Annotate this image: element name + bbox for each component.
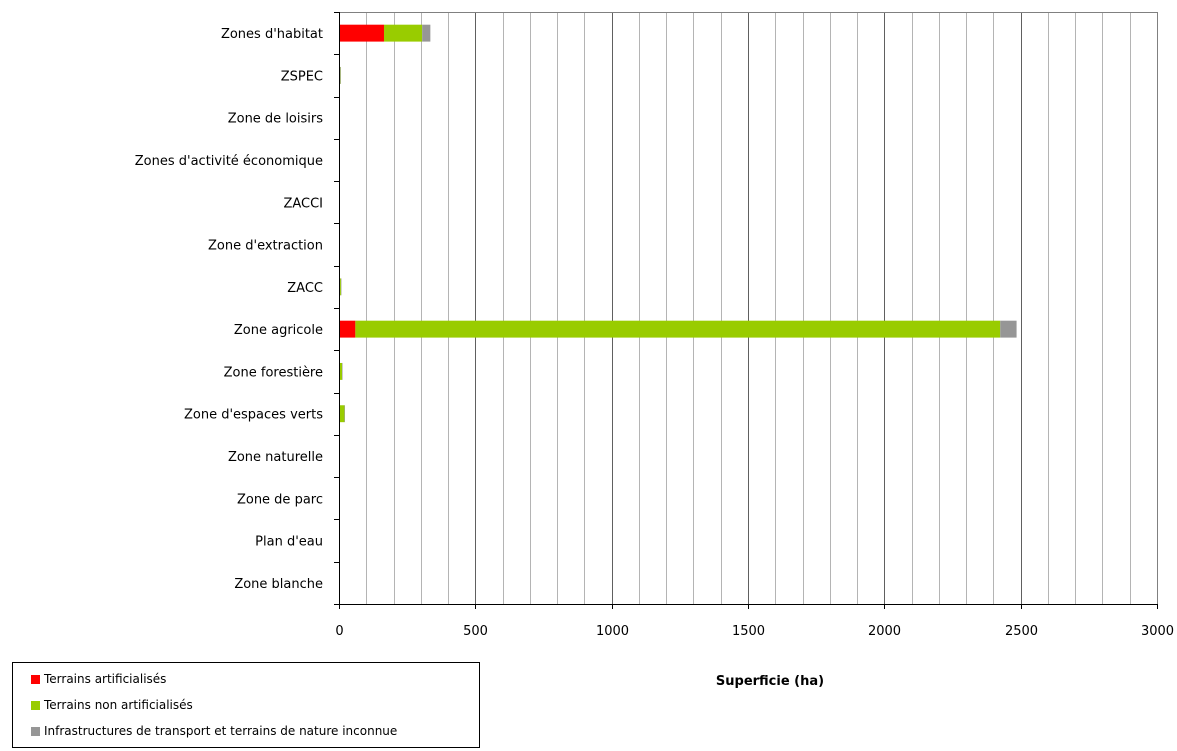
x-tick-label: 3000 — [1141, 624, 1174, 639]
x-tick-label: 1000 — [596, 624, 629, 639]
bar-segment — [339, 278, 341, 296]
x-tick-label: 0 — [335, 624, 343, 639]
legend-label: Infrastructures de transport et terrains… — [44, 724, 398, 738]
category-label: Zone d'extraction — [208, 239, 323, 254]
bar-segment — [341, 362, 343, 380]
gridlines — [366, 12, 1131, 604]
x-tick-label: 500 — [463, 624, 488, 639]
legend-swatch — [31, 700, 40, 710]
bar-segment — [422, 24, 431, 42]
legend-item: Terrains artificialisés — [31, 671, 166, 687]
legend: Terrains artificialisés Terrains non arti… — [12, 662, 480, 748]
category-label: Zones d'habitat — [221, 27, 323, 42]
bar-segment — [355, 320, 1001, 338]
bar-segment — [339, 66, 341, 84]
bar-segment — [1000, 320, 1017, 338]
category-label: Zone forestière — [224, 365, 323, 380]
category-labels: Zones d'habitat ZSPEC Zone de loisirs Zones… — [135, 27, 323, 592]
legend-item: Terrains non artificialisés — [31, 697, 193, 713]
bar-segment — [383, 24, 423, 42]
bar-segment — [340, 278, 342, 296]
category-label: Zone de parc — [237, 492, 323, 507]
category-label: ZACCI — [283, 196, 323, 211]
x-tick-labels: 0 500 1000 1500 2000 2500 3000 — [335, 624, 1174, 639]
axes — [334, 12, 1158, 609]
legend-label: Terrains non artificialisés — [44, 698, 193, 712]
bar-segment — [339, 362, 342, 380]
x-tick-label: 1500 — [732, 624, 765, 639]
category-label: Zone naturelle — [228, 450, 323, 465]
category-label: ZSPEC — [281, 69, 323, 84]
bar-segment — [339, 320, 356, 338]
bar-segment — [339, 405, 345, 423]
category-label: Zone de loisirs — [228, 112, 324, 127]
category-label: Zone agricole — [234, 323, 323, 338]
legend-swatch — [31, 726, 40, 736]
bars — [339, 24, 1017, 423]
x-tick-label: 2000 — [868, 624, 901, 639]
bar-segment — [339, 24, 384, 42]
bar-segment — [344, 405, 345, 423]
category-label: Zones d'activité économique — [135, 154, 323, 169]
legend-swatch — [31, 674, 40, 684]
x-tick-label: 2500 — [1005, 624, 1038, 639]
category-label: Zone d'espaces verts — [184, 408, 323, 423]
category-label: Zone blanche — [234, 577, 323, 592]
legend-label: Terrains artificialisés — [44, 672, 167, 686]
x-axis-title: Superficie (ha) — [715, 674, 825, 689]
category-label: Plan d'eau — [255, 535, 323, 550]
bar-segment — [340, 66, 341, 84]
legend-item: Infrastructures de transport et terrains… — [31, 723, 397, 739]
category-label: ZACC — [287, 281, 323, 296]
